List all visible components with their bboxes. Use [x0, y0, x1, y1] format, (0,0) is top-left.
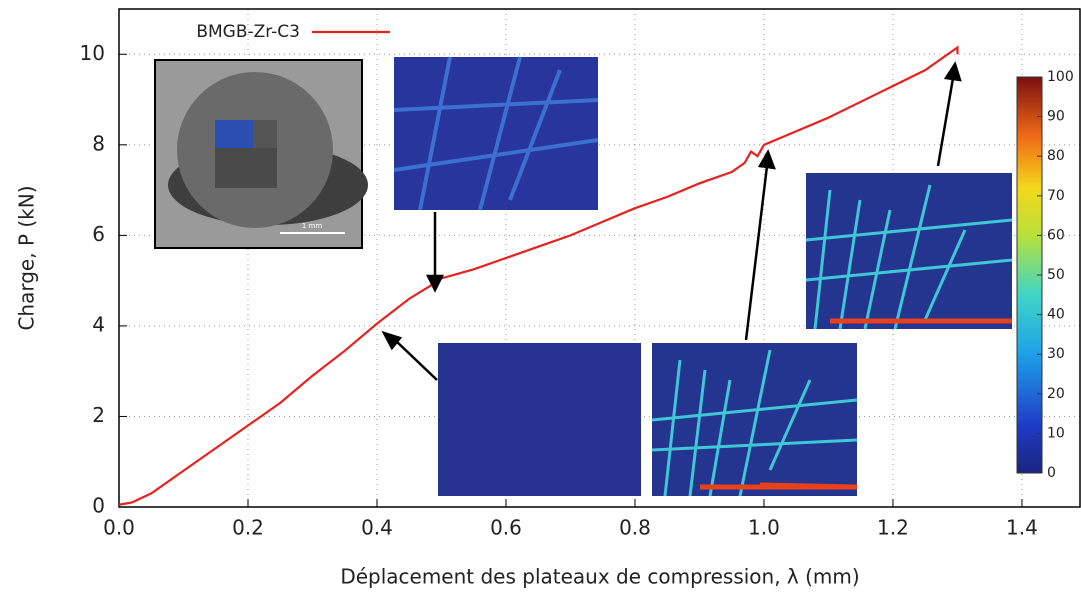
colorbar-tick-label: 90: [1047, 109, 1065, 125]
colorbar-tick-label: 50: [1047, 267, 1065, 283]
arrows: [381, 61, 962, 381]
colorbar-tick-label: 0: [1047, 465, 1056, 481]
x-tick-label: 0.2: [232, 516, 264, 540]
x-tick-label: 0.6: [490, 516, 522, 540]
x-tick-label: 0.0: [103, 516, 135, 540]
field-inset-4: [805, 173, 1013, 330]
y-tick-label: 2: [92, 403, 105, 427]
colorbar-tick-label: 60: [1047, 227, 1065, 243]
x-tick-label: 0.4: [361, 516, 393, 540]
colorbar-tick-label: 80: [1047, 148, 1065, 164]
plot-frame: [118, 8, 1081, 508]
y-axis-label: Charge, P (kN): [15, 185, 39, 330]
field-inset-1: [393, 56, 599, 211]
x-tick-label: 1.4: [1006, 516, 1038, 540]
field-inset-2: [438, 343, 641, 496]
y-tick-label: 4: [92, 312, 105, 336]
y-tick-label: 6: [92, 222, 105, 246]
colorbar-tick-label: 10: [1047, 425, 1065, 441]
x-tick-label: 0.8: [619, 516, 651, 540]
x-tick-label: 1.0: [748, 516, 780, 540]
colorbar-tick-label: 100: [1047, 69, 1074, 85]
sem-inset: 1 mm: [154, 59, 368, 249]
y-tick-label: 0: [92, 494, 105, 518]
colorbar-tick-label: 70: [1047, 188, 1065, 204]
x-tick-label: 1.2: [877, 516, 909, 540]
colorbar-tick-label: 20: [1047, 386, 1065, 402]
data-line: [118, 45, 959, 506]
colorbar-tick-label: 30: [1047, 346, 1065, 362]
y-tick-label: 8: [92, 131, 105, 155]
x-axis-label: Déplacement des plateaux de compression,…: [340, 565, 859, 589]
scale-bar-label: 1 mm: [302, 222, 322, 230]
field-inset-3: [651, 343, 858, 497]
legend-label: BMGB-Zr-C3: [196, 22, 300, 42]
y-tick-label: 10: [80, 41, 105, 65]
colorbar-tick-label: 40: [1047, 307, 1065, 323]
